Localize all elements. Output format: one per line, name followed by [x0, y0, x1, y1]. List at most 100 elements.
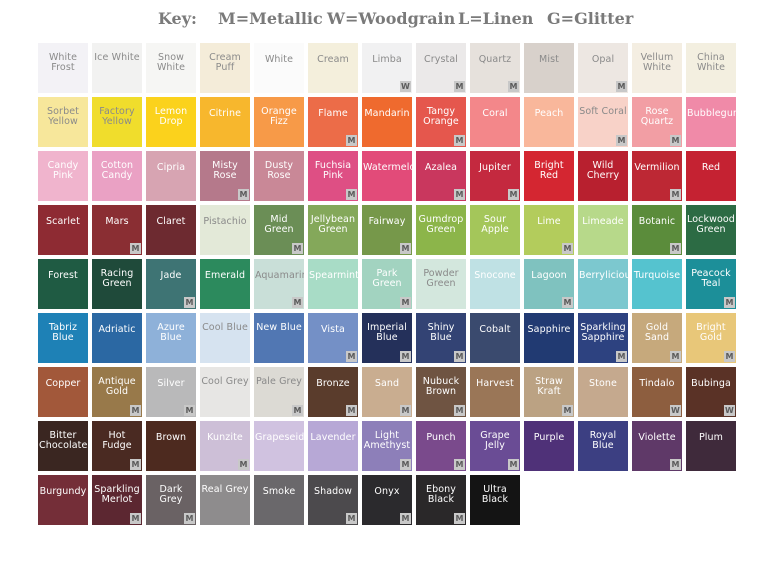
color-swatch[interactable]: Dusty Rose: [254, 151, 304, 201]
color-swatch[interactable]: Sparkling Merlot M: [92, 475, 142, 525]
color-swatch[interactable]: Mars M: [92, 205, 142, 255]
color-swatch[interactable]: Powder Green: [416, 259, 466, 309]
color-swatch[interactable]: Hot Fudge M: [92, 421, 142, 471]
color-swatch[interactable]: Royal Blue: [578, 421, 628, 471]
color-swatch[interactable]: Dark Grey M: [146, 475, 196, 525]
color-swatch[interactable]: Smoke: [254, 475, 304, 525]
color-swatch[interactable]: Flame M: [308, 97, 358, 147]
color-swatch[interactable]: Grapeseide: [254, 421, 304, 471]
color-swatch[interactable]: Burgundy: [38, 475, 88, 525]
color-swatch[interactable]: White: [254, 43, 304, 93]
color-swatch[interactable]: Snocone: [470, 259, 520, 309]
color-swatch[interactable]: Real Grey: [200, 475, 250, 525]
color-swatch[interactable]: Cream Puff: [200, 43, 250, 93]
color-swatch[interactable]: Grape Jelly M: [470, 421, 520, 471]
color-swatch[interactable]: Opal M: [578, 43, 628, 93]
color-swatch[interactable]: Cipria: [146, 151, 196, 201]
color-swatch[interactable]: Peach: [524, 97, 574, 147]
color-swatch[interactable]: Turquoise: [632, 259, 682, 309]
color-swatch[interactable]: Plum: [686, 421, 736, 471]
color-swatch[interactable]: Mid Green M: [254, 205, 304, 255]
color-swatch[interactable]: Ebony Black M: [416, 475, 466, 525]
color-swatch[interactable]: Violette M: [632, 421, 682, 471]
color-swatch[interactable]: Purple: [524, 421, 574, 471]
color-swatch[interactable]: Forest: [38, 259, 88, 309]
color-swatch[interactable]: Botanic M: [632, 205, 682, 255]
color-swatch[interactable]: Silver M: [146, 367, 196, 417]
color-swatch[interactable]: China White: [686, 43, 736, 93]
color-swatch[interactable]: Bronze M: [308, 367, 358, 417]
color-swatch[interactable]: Onyx M: [362, 475, 412, 525]
color-swatch[interactable]: Copper: [38, 367, 88, 417]
color-swatch[interactable]: Bubblegum: [686, 97, 736, 147]
color-swatch[interactable]: Jade M: [146, 259, 196, 309]
color-swatch[interactable]: Racing Green: [92, 259, 142, 309]
color-swatch[interactable]: Tangy Orange M: [416, 97, 466, 147]
color-swatch[interactable]: Fuchsia Pink M: [308, 151, 358, 201]
color-swatch[interactable]: Sapphire: [524, 313, 574, 363]
color-swatch[interactable]: Jellybean Green: [308, 205, 358, 255]
color-swatch[interactable]: Vermilion M: [632, 151, 682, 201]
color-swatch[interactable]: White Frost: [38, 43, 88, 93]
color-swatch[interactable]: Rose Quartz M: [632, 97, 682, 147]
color-swatch[interactable]: Bubinga W: [686, 367, 736, 417]
color-swatch[interactable]: Vellum White: [632, 43, 682, 93]
color-swatch[interactable]: Sorbet Yellow: [38, 97, 88, 147]
color-swatch[interactable]: Straw Kraft M: [524, 367, 574, 417]
color-swatch[interactable]: Factory Yellow: [92, 97, 142, 147]
color-swatch[interactable]: Imperial Blue M: [362, 313, 412, 363]
color-swatch[interactable]: Antique Gold M: [92, 367, 142, 417]
color-swatch[interactable]: Bright Red: [524, 151, 574, 201]
color-swatch[interactable]: Vista M: [308, 313, 358, 363]
color-swatch[interactable]: Lemon Drop: [146, 97, 196, 147]
color-swatch[interactable]: Jupiter M: [470, 151, 520, 201]
color-swatch[interactable]: Citrine: [200, 97, 250, 147]
color-swatch[interactable]: Harvest: [470, 367, 520, 417]
color-swatch[interactable]: Mist: [524, 43, 574, 93]
color-swatch[interactable]: Park Green M: [362, 259, 412, 309]
color-swatch[interactable]: Tindalo W: [632, 367, 682, 417]
color-swatch[interactable]: Limba W: [362, 43, 412, 93]
color-swatch[interactable]: Lockwood Green: [686, 205, 736, 255]
color-swatch[interactable]: Ultra Black: [470, 475, 520, 525]
color-swatch[interactable]: Adriatic: [92, 313, 142, 363]
color-swatch[interactable]: Coral: [470, 97, 520, 147]
color-swatch[interactable]: Lime M: [524, 205, 574, 255]
color-swatch[interactable]: Lavender: [308, 421, 358, 471]
color-swatch[interactable]: Crystal M: [416, 43, 466, 93]
color-swatch[interactable]: Cool Blue: [200, 313, 250, 363]
color-swatch[interactable]: Cotton Candy: [92, 151, 142, 201]
color-swatch[interactable]: Ice White: [92, 43, 142, 93]
color-swatch[interactable]: Lagoon M: [524, 259, 574, 309]
color-swatch[interactable]: Gumdrop Green: [416, 205, 466, 255]
color-swatch[interactable]: Watermelon: [362, 151, 412, 201]
color-swatch[interactable]: Light Amethyst M: [362, 421, 412, 471]
color-swatch[interactable]: Snow White: [146, 43, 196, 93]
color-swatch[interactable]: Kunzite M: [200, 421, 250, 471]
color-swatch[interactable]: Candy Pink: [38, 151, 88, 201]
color-swatch[interactable]: Sand M: [362, 367, 412, 417]
color-swatch[interactable]: Shadow M: [308, 475, 358, 525]
color-swatch[interactable]: Quartz M: [470, 43, 520, 93]
color-swatch[interactable]: Tabriz Blue: [38, 313, 88, 363]
color-swatch[interactable]: Gold Sand M: [632, 313, 682, 363]
color-swatch[interactable]: Brown: [146, 421, 196, 471]
color-swatch[interactable]: Sparkling Sapphire M: [578, 313, 628, 363]
color-swatch[interactable]: Pale Grey M: [254, 367, 304, 417]
color-swatch[interactable]: Shiny Blue M: [416, 313, 466, 363]
color-swatch[interactable]: Orange Fizz: [254, 97, 304, 147]
color-swatch[interactable]: Bright Gold M: [686, 313, 736, 363]
color-swatch[interactable]: Azalea M: [416, 151, 466, 201]
color-swatch[interactable]: Scarlet: [38, 205, 88, 255]
color-swatch[interactable]: Emerald: [200, 259, 250, 309]
color-swatch[interactable]: Fairway M: [362, 205, 412, 255]
color-swatch[interactable]: Sour Apple: [470, 205, 520, 255]
color-swatch[interactable]: Peacock Teal M: [686, 259, 736, 309]
color-swatch[interactable]: New Blue: [254, 313, 304, 363]
color-swatch[interactable]: Spearmint: [308, 259, 358, 309]
color-swatch[interactable]: Wild Cherry: [578, 151, 628, 201]
color-swatch[interactable]: Stone: [578, 367, 628, 417]
color-swatch[interactable]: Punch M: [416, 421, 466, 471]
color-swatch[interactable]: Berrylicious: [578, 259, 628, 309]
color-swatch[interactable]: Mandarin: [362, 97, 412, 147]
